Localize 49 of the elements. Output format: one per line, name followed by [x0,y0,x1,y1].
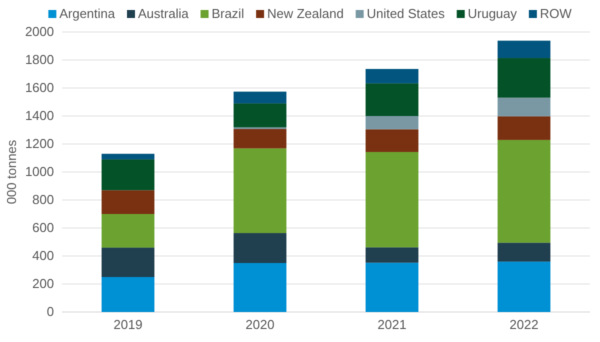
bar [234,92,286,104]
y-tick-label: 800 [32,192,54,208]
legend-label: United States [366,6,446,21]
x-tick-label: 2021 [378,317,406,332]
bar [102,277,154,312]
y-tick-label: 1800 [25,52,54,68]
x-tick-label: 2020 [246,317,274,332]
bar [102,190,154,214]
x-tick-label: 2019 [114,317,142,332]
y-tick-label: 600 [32,220,54,236]
x-tick-label: 2022 [510,317,538,332]
y-tick-label: 0 [46,304,54,320]
legend-label: Australia [138,6,190,21]
y-tick-label: 1200 [25,136,54,152]
bar [498,98,550,116]
bar [498,58,550,98]
bar [366,116,418,130]
bar [498,40,550,58]
bar [498,242,550,262]
bar [366,247,418,263]
legend-label: New Zealand [267,6,344,21]
y-axis-title: 000 tonnes [4,139,19,204]
bar [234,148,286,234]
legend-label: ROW [540,6,572,21]
legend-label: Uruguay [468,6,518,21]
bar [498,140,550,243]
bar [366,129,418,152]
bar [498,262,550,312]
bar [234,103,286,128]
bar [102,248,154,277]
bar [234,129,286,148]
bar [102,159,154,190]
bar [234,263,286,312]
y-tick-label: 1000 [25,164,54,180]
bar [366,152,418,248]
bar [102,214,154,248]
bar [102,154,154,160]
y-tick-label: 1400 [25,108,54,124]
bar [498,116,550,140]
bar [366,83,418,116]
y-tick-label: 400 [32,248,54,264]
bar [366,262,418,312]
y-tick-label: 1600 [25,80,54,96]
legend-label: Argentina [59,6,116,21]
legend-label: Brazil [212,6,244,21]
bar [234,233,286,263]
y-tick-label: 200 [32,276,54,292]
y-tick-label: 2000 [25,24,54,40]
bar [366,68,418,84]
